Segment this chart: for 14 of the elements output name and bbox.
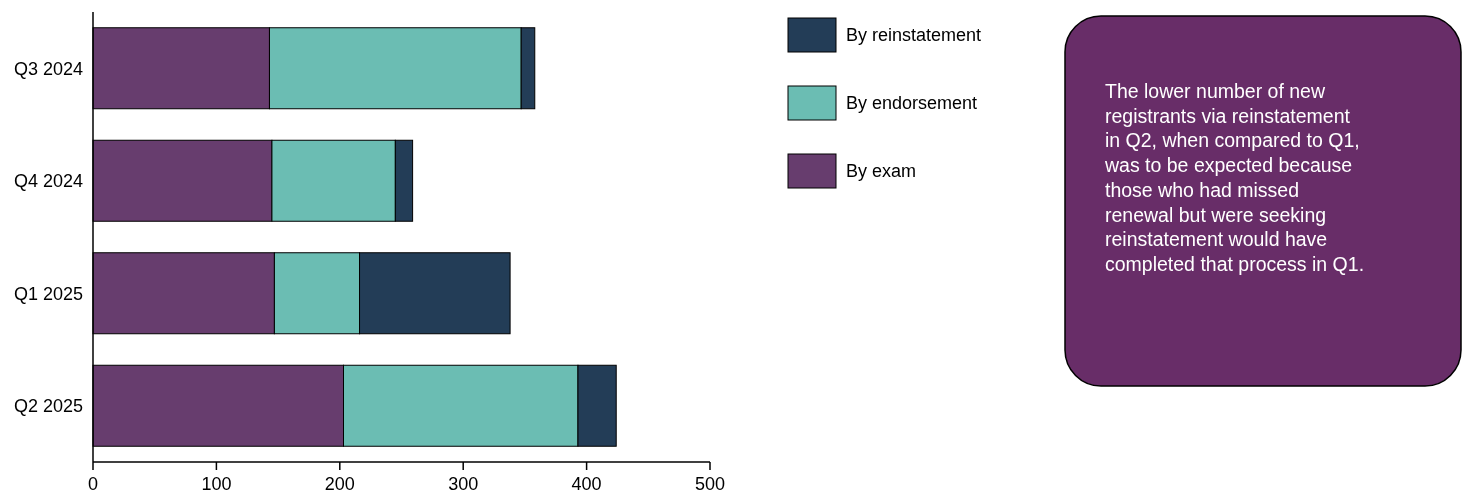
legend-label: By exam [846,160,917,181]
x-tick-label: 300 [448,474,479,494]
legend-label: By reinstatement [846,24,982,45]
y-tick-label: Q4 2024 [13,171,83,192]
x-tick-label: 500 [694,474,726,494]
text: The lower number of new registrants via reinstatement in Q2, when compared to Q1, was to be expected because those who had missed renewal but were seeking reinstatement would have completed that process in Q1. [1104,80,1365,275]
y-tick-label: Q1 2025 [13,283,83,304]
x-tick-label: 0 [87,474,99,494]
x-tick-label: 400 [571,474,602,494]
x-tick-label: 200 [324,474,355,494]
legend-label: By endorsement [846,92,978,113]
x-tick-label: 100 [201,474,232,494]
y-tick-label: Q3 2024 [13,58,83,79]
y-tick-label: Q2 2025 [13,396,83,417]
